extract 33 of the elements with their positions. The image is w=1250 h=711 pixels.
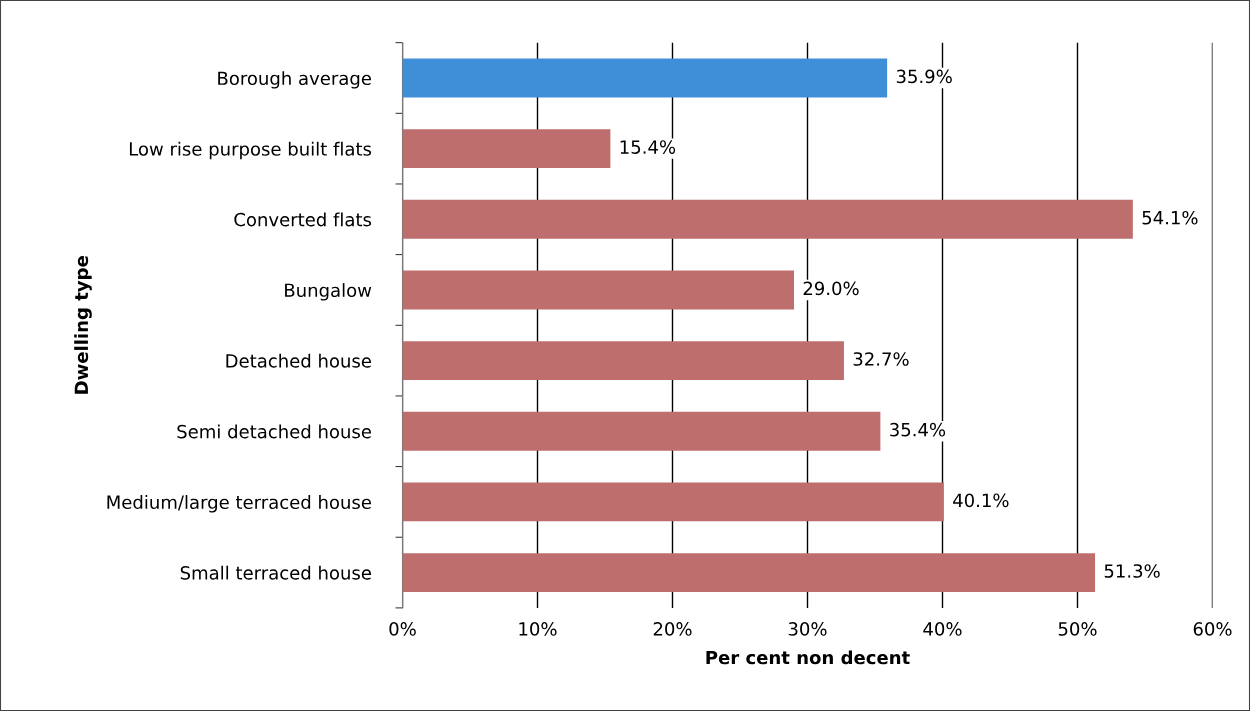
data-label: 35.4%: [890, 422, 946, 437]
data-label: 32.7%: [853, 352, 909, 366]
bar: [402, 58, 888, 98]
y-tick-label: Medium/large terraced house: [107, 495, 371, 513]
y-tick-label: Low rise purpose built flats: [129, 141, 372, 160]
bar: [402, 129, 611, 169]
x-tick-label: 10%: [519, 622, 557, 636]
x-tick-label: 0%: [389, 622, 416, 636]
bar: [402, 199, 1133, 239]
data-label: 40.1%: [953, 493, 1009, 508]
y-tick-label: Borough average: [218, 71, 371, 89]
y-tick-label: Bungalow: [285, 283, 372, 301]
x-tick-label: 30%: [788, 622, 827, 636]
bar: [402, 270, 794, 310]
bar: [402, 341, 844, 381]
data-label: 35.9%: [896, 69, 952, 84]
data-label: 51.3%: [1104, 564, 1160, 578]
x-tick-label: 40%: [923, 622, 962, 636]
y-tick-label: Semi detached house: [177, 424, 371, 439]
x-tick-label: 20%: [653, 622, 692, 636]
x-tick-label: 60%: [1193, 622, 1232, 636]
x-tick-label: 50%: [1058, 622, 1097, 636]
y-axis-title: Dwelling type: [74, 256, 92, 394]
data-label: 29.0%: [803, 281, 859, 296]
y-tick-label: Converted flats: [234, 212, 372, 227]
bar: [402, 411, 881, 451]
y-tick-label: Small terraced house: [180, 565, 371, 580]
bar: [402, 553, 1096, 593]
data-label: 54.1%: [1142, 210, 1198, 225]
y-tick-label: Detached house: [226, 353, 371, 368]
data-label: 15.4%: [620, 140, 676, 154]
x-axis-title: Per cent non decent: [706, 650, 910, 665]
bar: [402, 482, 944, 522]
